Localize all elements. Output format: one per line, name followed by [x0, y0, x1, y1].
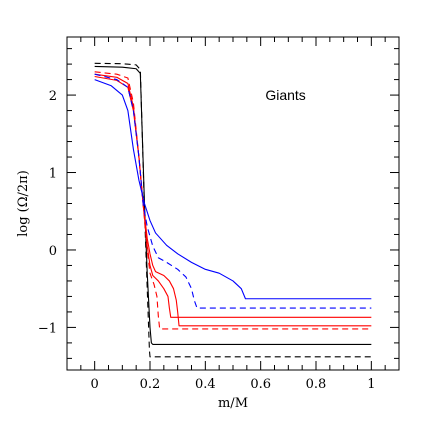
x-tick-label: 0.8	[306, 377, 327, 392]
x-tick-label: 0.4	[195, 377, 216, 392]
x-tick-label: 0.2	[140, 377, 161, 392]
y-axis-ticks: −1 0 1 2	[38, 48, 399, 359]
y-axis-label: log (Ω/2π)	[16, 170, 31, 237]
series-line-1	[94, 62, 372, 358]
x-tick-label: 1	[367, 377, 375, 392]
series-line-2	[94, 65, 372, 345]
series-line-5	[94, 75, 372, 327]
y-tick-label: −1	[38, 321, 57, 336]
y-tick-label: 1	[49, 167, 57, 182]
series-line-3	[94, 71, 372, 330]
series-line-4	[94, 73, 372, 318]
x-tick-label: 0.6	[250, 377, 271, 392]
plot-frame	[66, 36, 400, 371]
series-line-7	[94, 79, 372, 300]
series-layer	[94, 62, 372, 358]
annotation-giants: Giants	[265, 87, 305, 103]
x-axis-ticks: 0 0.2 0.4 0.6 0.8 1	[66, 37, 400, 392]
x-axis-label: m/M	[218, 396, 248, 411]
x-tick-label: 0	[91, 377, 99, 392]
series-line-6	[94, 73, 372, 309]
y-tick-label: 0	[49, 244, 57, 259]
y-tick-label: 2	[49, 89, 57, 104]
